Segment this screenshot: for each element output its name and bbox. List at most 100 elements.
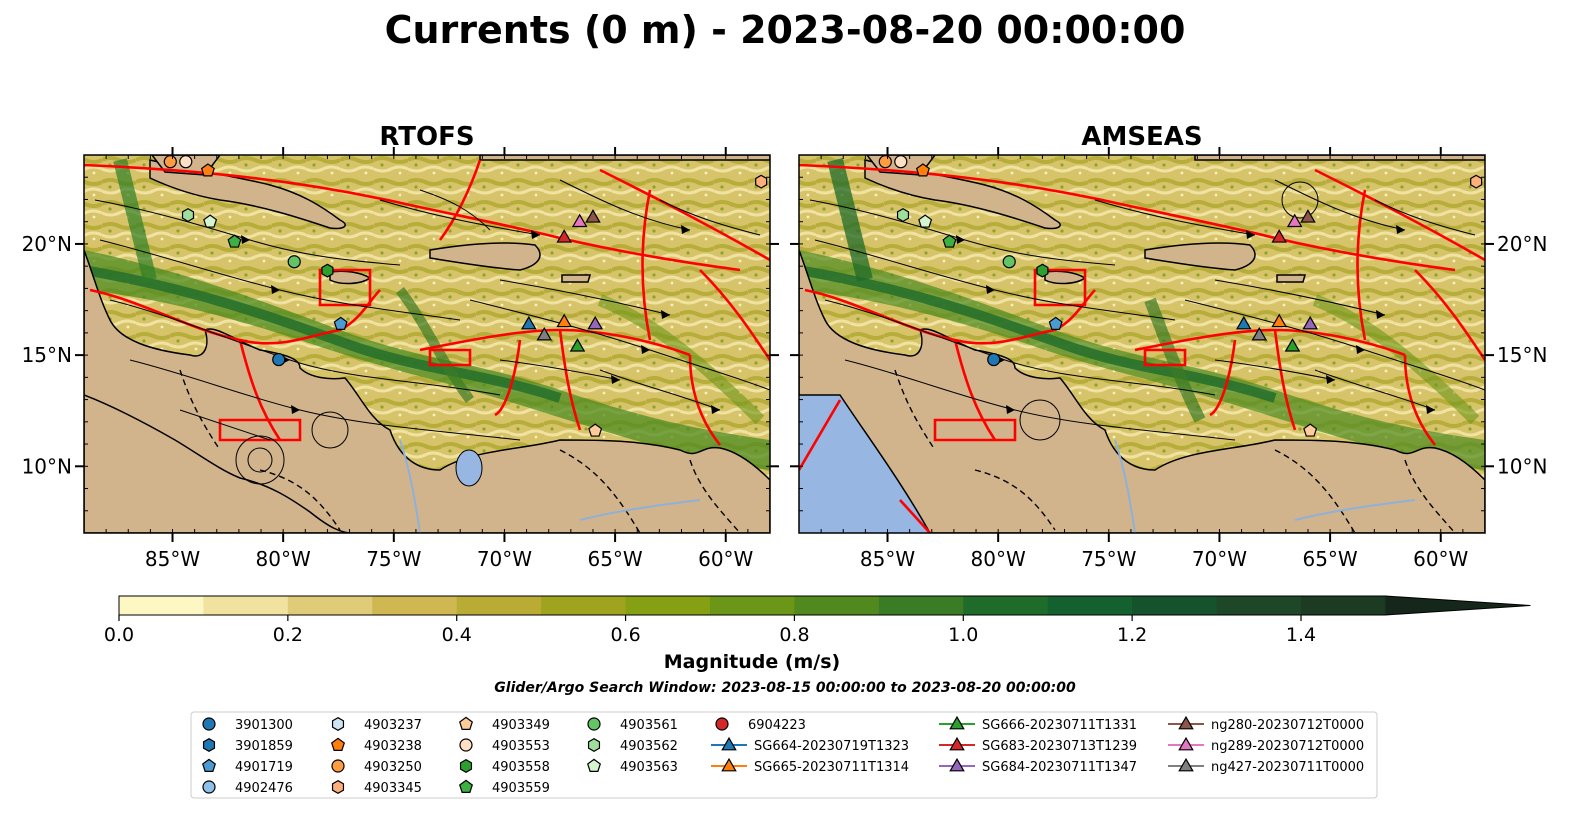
platform-marker [536,327,553,341]
platform-marker [878,155,892,169]
y-tick-label: 15°N [22,343,72,367]
platform-marker [571,213,588,228]
colorbar-bin [963,596,1049,615]
colorbar-tick-label: 0.6 [610,624,640,646]
x-tick-label: 60°W [1413,547,1468,571]
legend-marker [331,780,345,794]
platform-marker [556,313,572,328]
legend-marker [459,779,473,793]
colorbar-bin [878,596,964,615]
colorbar-tick-label: 0.2 [273,624,303,646]
platform-marker [1300,209,1316,223]
legend-item: 4903553 [459,738,550,754]
legend-marker [587,717,601,731]
legend-label: 4903553 [492,739,550,754]
colorbar-bin [456,596,542,615]
platform-marker [287,255,301,269]
legend-item: 4903345 [331,780,422,796]
rtofs-lake-maracaibo [455,449,483,487]
platform-marker [1251,327,1268,341]
rtofs-land [84,155,770,533]
legend-marker [1178,715,1194,730]
platform-marker [588,423,603,437]
amseas-map-frame [798,154,1486,534]
legend-marker [331,717,345,731]
legend-item: 4903559 [459,779,550,796]
colorbar-tick-label: 0.8 [779,624,809,646]
colorbar-bin [710,596,796,615]
x-tick-label: 70°W [477,547,532,571]
platform-marker [585,209,601,223]
legend-marker [202,780,216,794]
platform-marker [755,174,768,189]
legend-label: 4903562 [620,739,678,754]
colorbar-bin [1216,596,1302,615]
y-tick-label: 20°N [1497,232,1547,256]
legend-item: 4902476 [202,780,293,796]
platform-marker [918,214,933,228]
legend-label: 4903559 [492,781,550,796]
legend-label: 4903561 [620,718,678,733]
legend-frame [190,711,1378,799]
colorbar-tick-label: 0.0 [104,624,134,646]
legend-items: 3901300 3901859 4901719 4902476 4903237 49032… [202,715,1364,796]
colorbar-bin [1047,596,1133,615]
platform-marker [896,208,910,223]
colorbar-bin [119,596,205,615]
legend-label: 4903237 [364,718,422,733]
legend-marker [587,738,601,752]
legend-item: SG666-20230711T1331 [939,715,1137,733]
legend-label: 4903558 [492,760,550,775]
legend-item: 4903562 [587,738,678,754]
legend-item: SG665-20230711T1314 [711,757,909,775]
amseas-land [799,155,1485,533]
platform-marker [203,214,218,228]
legend-label: SG665-20230711T1314 [754,760,909,775]
colorbar-ticks: 0.0 0.2 0.4 0.6 0.8 1.0 1.2 1.4 [104,615,1316,646]
platform-marker [1303,423,1318,437]
rtofs-rivers [399,439,701,533]
x-tick-label: 80°W [971,547,1026,571]
amseas-panel-title: AMSEAS [1081,122,1202,152]
platform-marker [200,163,215,177]
x-tick-label: 60°W [698,547,753,571]
platform-marker [181,208,195,223]
x-tick-label: 70°W [1192,547,1247,571]
figure-title: Currents (0 m) - 2023-08-20 00:00:00 [385,8,1186,52]
legend-item: SG664-20230719T1323 [711,736,909,754]
legend-marker [459,759,473,773]
platform-marker [1271,313,1287,328]
amseas-map [799,155,1485,533]
legend-label: 3901859 [235,739,293,754]
platform-marker [1470,174,1483,189]
legend-item: ng427-20230711T0000 [1168,757,1364,775]
legend-marker [459,738,473,752]
platform-marker [587,315,603,330]
legend-item: ng289-20230712T0000 [1168,736,1364,754]
x-tick-label: 80°W [256,547,311,571]
platform-marker [1036,263,1049,278]
colorbar-bin [287,596,373,615]
legend-item: 4901719 [202,758,293,775]
rtofs-eez-boundaries [84,159,770,446]
legend-label: 4902476 [235,781,293,796]
platform-marker [987,352,1001,367]
platform-marker [556,229,572,243]
legend-item: 4903561 [587,717,678,733]
legend-label: 4903563 [620,760,678,775]
legend-label: SG666-20230711T1331 [982,718,1137,733]
x-tick-label: 75°W [1081,547,1136,571]
legend-marker [459,716,473,730]
legend-marker [202,758,216,772]
legend-label: ng280-20230712T0000 [1211,718,1364,733]
legend-marker [331,759,345,773]
platform-marker [179,155,193,169]
platform-marker [163,155,177,169]
legend-item: 3901859 [202,738,293,754]
x-tick-label: 85°W [860,547,915,571]
colorbar-bin [1301,596,1387,615]
legend-marker [202,738,216,752]
legend-item: SG683-20230713T1239 [939,736,1137,754]
platform-marker [915,163,930,177]
